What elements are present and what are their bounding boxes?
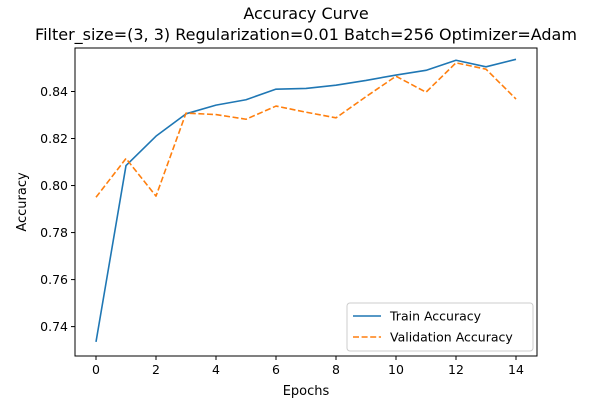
x-tick-label: 0: [92, 362, 100, 377]
chart-title: Accuracy Curve: [243, 4, 368, 23]
series-layer: [95, 58, 517, 343]
legend-box: [346, 302, 534, 352]
x-tick-label: 14: [508, 362, 524, 377]
series-line-train-accuracy: [95, 58, 517, 343]
x-tick-label: 8: [332, 362, 340, 377]
y-tick-label: 0.82: [40, 131, 68, 146]
y-tick-label: 0.84: [40, 84, 68, 99]
y-axis-label: Accuracy: [15, 172, 30, 232]
x-axis-label: Epochs: [283, 384, 330, 399]
legend-label-train-accuracy: Train Accuracy: [389, 309, 482, 324]
x-tick-label: 6: [272, 362, 280, 377]
y-tick-label: 0.80: [40, 178, 68, 193]
plot-area: 0 2 4 6 8 10 12 14 0.74 0.76 0.78 0.80 0.82 0.84: [40, 47, 538, 377]
x-tick-label: 12: [448, 362, 464, 377]
series-line-validation-accuracy: [95, 62, 517, 198]
legend-items: Train Accuracy Validation Accuracy: [353, 309, 513, 345]
x-axis-ticks: 0 2 4 6 8 10 12 14: [92, 356, 524, 377]
x-tick-label: 4: [212, 362, 220, 377]
plot-frame: [74, 47, 538, 357]
y-tick-label: 0.76: [40, 272, 68, 287]
legend-label-validation-accuracy: Validation Accuracy: [390, 330, 513, 345]
x-tick-label: 10: [388, 362, 404, 377]
x-tick-label: 2: [152, 362, 160, 377]
y-tick-label: 0.74: [40, 319, 68, 334]
legend: Train Accuracy Validation Accuracy: [346, 302, 534, 352]
y-tick-label: 0.78: [40, 225, 68, 240]
y-axis-ticks: 0.74 0.76 0.78 0.80 0.82 0.84: [40, 84, 75, 334]
chart-subtitle: Filter_size=(3, 3) Regularization=0.01 B…: [35, 25, 577, 45]
